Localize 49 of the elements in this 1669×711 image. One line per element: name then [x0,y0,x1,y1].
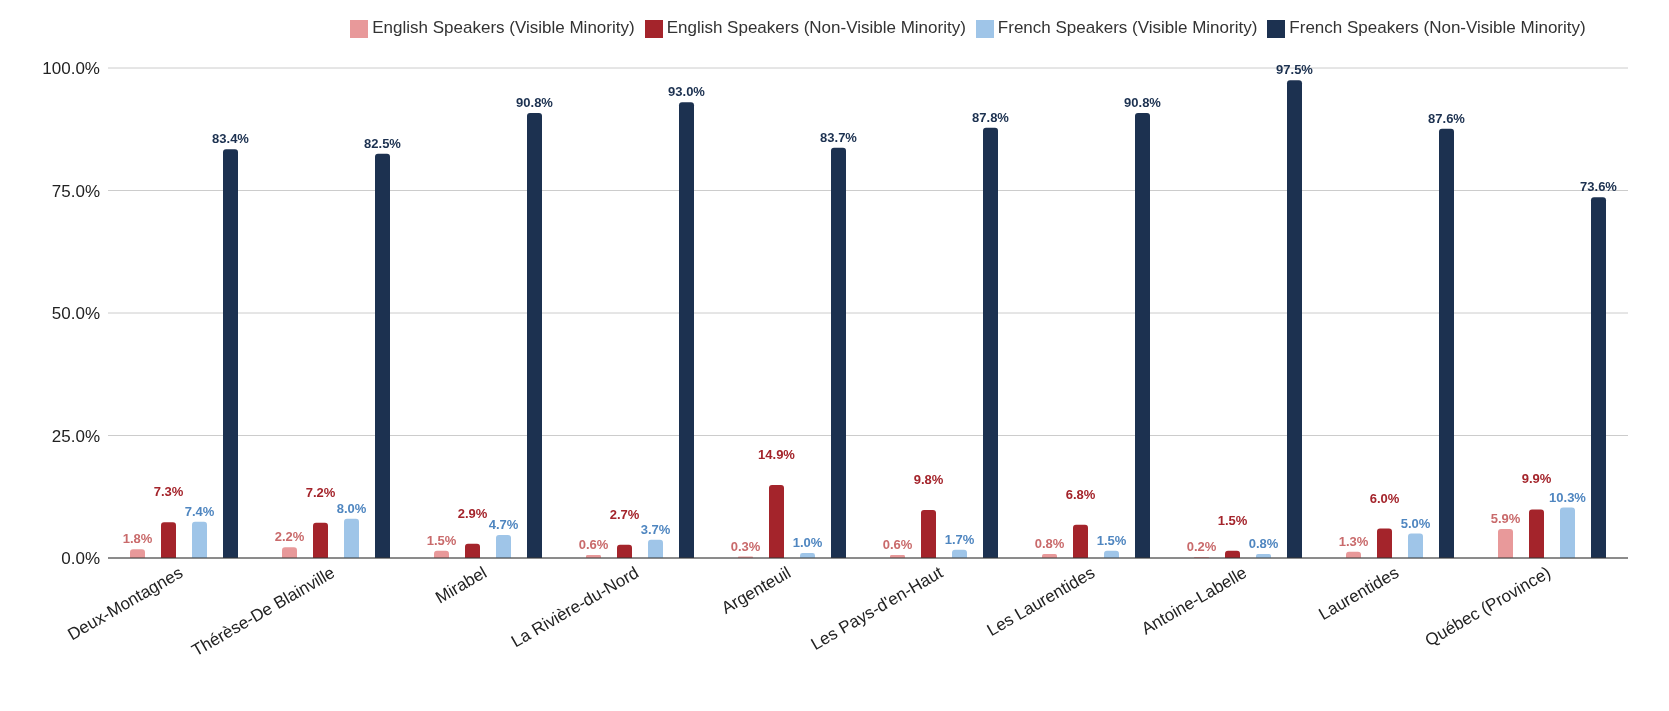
data-label: 0.8% [1248,536,1279,552]
data-label: 2.7% [609,506,640,522]
data-label: 1.3% [1338,533,1369,549]
data-label: 1.5% [1217,512,1248,528]
data-label: 7.2% [305,484,336,500]
data-label: 0.6% [578,537,609,553]
y-tick-label: 0.0% [61,549,100,569]
y-tick-label: 100.0% [42,59,100,79]
data-label: 0.2% [1186,539,1217,555]
data-label: 4.7% [488,516,519,532]
data-label: 6.8% [1065,486,1096,502]
data-label: 10.3% [1549,489,1587,505]
legend-label: French Speakers (Non-Visible Minority) [1289,18,1586,37]
data-label: 9.9% [1521,471,1552,487]
data-label: 1.0% [792,535,823,551]
data-label: 5.9% [1490,511,1521,527]
data-label: 0.3% [730,538,761,554]
data-label: 1.7% [944,531,975,547]
data-label: 83.7% [820,129,858,145]
data-label: 83.4% [212,131,250,147]
y-tick-label: 75.0% [51,181,100,201]
data-label: 2.2% [274,529,305,545]
data-label: 82.5% [364,135,402,151]
data-label: 1.8% [122,531,153,547]
data-label: 14.9% [758,446,796,462]
data-label: 87.6% [1428,110,1466,126]
data-label: 93.0% [668,84,706,100]
data-label: 0.6% [882,537,913,553]
y-tick-label: 50.0% [51,304,100,324]
data-label: 87.8% [972,109,1010,125]
data-label: 0.8% [1034,536,1065,552]
data-label: 90.8% [516,95,554,111]
data-label: 73.6% [1580,179,1618,195]
data-label: 6.0% [1369,490,1400,506]
legend-label: English Speakers (Non-Visible Minority) [666,18,966,37]
data-label: 1.5% [426,532,457,548]
legend-label: French Speakers (Visible Minority) [997,18,1258,37]
legend-label: English Speakers (Visible Minority) [372,18,635,37]
data-label: 3.7% [640,521,671,537]
data-label: 97.5% [1276,62,1314,78]
data-label: 90.8% [1124,95,1162,111]
data-label: 1.5% [1096,532,1127,548]
data-label: 9.8% [913,471,944,487]
data-label: 5.0% [1400,515,1431,531]
data-label: 8.0% [336,500,367,516]
data-label: 7.3% [153,484,184,500]
y-tick-label: 25.0% [51,426,100,446]
data-label: 7.4% [184,503,215,519]
data-label: 2.9% [457,505,488,521]
